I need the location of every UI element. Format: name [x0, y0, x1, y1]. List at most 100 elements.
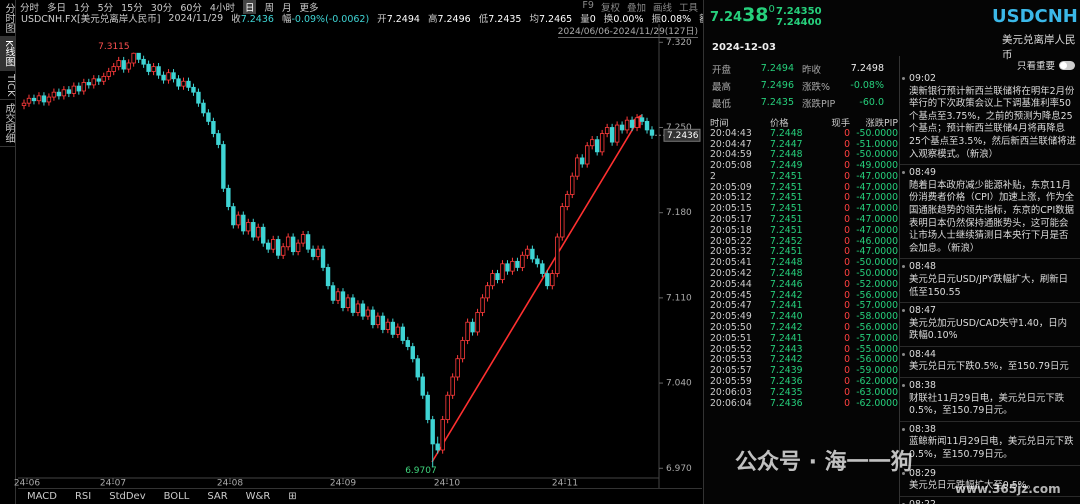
tick-cell: 7.2448: [770, 257, 803, 269]
right-panel: 7.24380 7.24350 7.24400 USDCNH 美元兑离岸人民币 2…: [703, 0, 1080, 504]
watermark: 公众号 · 海一一狗: [735, 450, 913, 475]
tick-cell: 7.2448: [770, 127, 803, 139]
tool-button[interactable]: 复权: [600, 2, 620, 14]
important-toggle[interactable]: 只看重要: [1017, 58, 1075, 72]
candle-body: [585, 145, 590, 165]
candle-body: [96, 78, 101, 82]
period-button[interactable]: 更多: [299, 2, 319, 14]
ask: 7.24400: [776, 17, 822, 28]
candle-body: [221, 144, 226, 189]
indicator-tab[interactable]: StdDev: [109, 491, 146, 502]
stat-value: -0.08%: [850, 80, 884, 91]
candle-body: [500, 263, 505, 281]
news-text: 澳新银行预计新西兰联储将在明年2月份举行的下次政策会议上下调基准利率50个基点至…: [909, 85, 1076, 160]
period-button[interactable]: 1分: [74, 2, 90, 14]
tick-cell: -62.0000: [856, 376, 898, 388]
candle-body: [385, 321, 391, 330]
stat-label: 最低: [712, 98, 732, 110]
candle-body: [51, 91, 57, 98]
candle-body: [380, 315, 386, 330]
news-item[interactable]: 08:49 随着日本政府减少能源补贴，东京11月份消费者价格（CPI）加速上涨，作…: [900, 165, 1080, 260]
period-button[interactable]: 日: [242, 0, 257, 14]
tick-row: 20:05:32 7.2451 0 -47.0000: [710, 246, 898, 258]
info-value: 7.2465: [538, 14, 573, 25]
side-tab[interactable]: 分时图: [0, 0, 16, 37]
side-tab[interactable]: TICK: [0, 71, 16, 101]
candle-body: [151, 66, 156, 72]
indicator-tab[interactable]: SAR: [207, 491, 228, 502]
news-item[interactable]: 08:38 财联社11月29日电，美元兑日元下跌0.5%，至150.79日元。: [900, 378, 1080, 422]
candle-body: [126, 62, 131, 70]
candle-body: [131, 52, 136, 64]
indicator-tabs: MACD RSI StdDev BOLL SAR W&R ⊞: [18, 488, 702, 504]
candle-body: [649, 129, 655, 136]
period-button[interactable]: 多日: [47, 2, 67, 14]
indicator-tab[interactable]: BOLL: [163, 491, 190, 502]
tool-button[interactable]: F9: [582, 0, 594, 11]
candle-body: [589, 139, 595, 147]
tick-row: 20:05:52 7.2443 0 -55.0000: [710, 344, 898, 355]
tick-cell: 0: [844, 278, 850, 290]
stat-value: 7.2494: [760, 63, 794, 74]
candle-body: [470, 321, 475, 333]
candle-body: [211, 121, 216, 134]
quote: 7.24380: [710, 4, 775, 26]
tick-header: 时间 价格 现手 涨跌PIP: [710, 117, 898, 129]
period-button[interactable]: 分时: [20, 2, 40, 14]
tick-cell: 0: [844, 203, 850, 215]
news-text: 美元兑日元USD/JPY跌幅扩大，刷新日低至150.55: [909, 273, 1069, 298]
news-time: 08:49: [909, 167, 937, 179]
news-item[interactable]: 08:47 美元兑加元USD/CAD失守1.40，日内跌幅0.10%: [900, 303, 1080, 347]
candle-body: [36, 95, 42, 102]
tick-cell: -62.0000: [856, 397, 898, 409]
period-button[interactable]: 周: [264, 2, 274, 14]
indicator-tab[interactable]: W&R: [245, 491, 271, 502]
tick-cell: -56.0000: [856, 289, 898, 301]
period-button[interactable]: 60分: [180, 2, 202, 14]
candle-body: [266, 242, 271, 250]
tick-cell: 7.2452: [770, 235, 803, 247]
tick-row: 20:04:59 7.2448 0 -50.0000: [710, 149, 898, 160]
news-item[interactable]: 08:38 蓝鲸新闻11月29日电，美元兑日元下跌0.5%，至150.79日元。: [900, 422, 1080, 466]
news-item[interactable]: 08:22中信证券: [900, 497, 1080, 504]
indicator-tab[interactable]: RSI: [74, 491, 92, 502]
candle-body: [315, 248, 321, 257]
news-item[interactable]: 09:02 澳新银行预计新西兰联储将在明年2月份举行的下次政策会议上下调基准利率5…: [900, 71, 1080, 166]
toggle-switch[interactable]: [1059, 60, 1075, 70]
tick-cell: 0: [844, 246, 850, 258]
candle-body: [530, 248, 535, 260]
candle-body: [46, 96, 52, 103]
period-button[interactable]: 30分: [150, 2, 173, 14]
candle-body: [320, 248, 326, 268]
info-value: 7.2435: [488, 14, 522, 25]
last-price-label: 7.2436: [667, 131, 699, 141]
stat-value: 7.2498: [850, 63, 884, 74]
tick-cell: 7.2447: [770, 138, 803, 150]
period-button[interactable]: 4小时: [209, 2, 235, 14]
period-button[interactable]: 月: [281, 2, 292, 14]
tick-row: 20:04:43 7.2448 0 -50.0000: [710, 128, 898, 139]
side-tab[interactable]: 成交明细: [0, 100, 16, 148]
news-item[interactable]: 08:44 美元兑日元下跌0.5%，至150.79日元: [900, 347, 1080, 379]
info-field: 均7.2465: [529, 11, 572, 25]
stat-label: 最高: [712, 81, 732, 93]
tick-cell: 7.2436: [770, 397, 803, 409]
candle-body: [450, 376, 455, 396]
side-tab[interactable]: K线图: [0, 37, 16, 71]
tick-cell: 7.2442: [770, 289, 803, 301]
tool-button[interactable]: 叠加: [626, 2, 646, 14]
tick-cell: 7.2451: [770, 246, 803, 258]
tool-button[interactable]: 画线: [652, 2, 672, 14]
news-item[interactable]: 08:48 美元兑日元USD/JPY跌幅扩大，刷新日低至150.55: [900, 259, 1080, 304]
news-item[interactable]: 08:29 美元兑日元跌幅扩大至0.5%。: [900, 466, 1080, 497]
candle-body: [639, 117, 645, 122]
period-button[interactable]: 15分: [121, 2, 143, 14]
tool-group: F9 复权 叠加 画线 工具: [582, 0, 702, 14]
add-tab[interactable]: ⊞: [288, 491, 297, 502]
tick-cell: 20:05:08: [710, 160, 752, 172]
tick-cell: 20:05:45: [710, 289, 752, 301]
tool-button[interactable]: 工具: [678, 2, 698, 14]
period-button[interactable]: 5分: [97, 2, 114, 14]
indicator-tab[interactable]: MACD: [27, 491, 57, 502]
